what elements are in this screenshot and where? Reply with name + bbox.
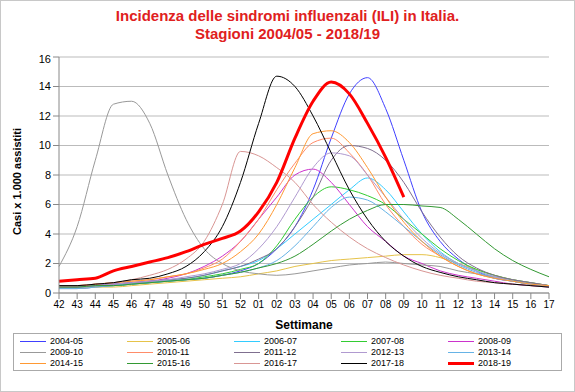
svg-text:10: 10 xyxy=(416,299,428,310)
svg-text:Settimane: Settimane xyxy=(275,318,333,331)
html-text:2008-09: 2008-09 xyxy=(478,336,511,346)
svg-text:44: 44 xyxy=(90,299,102,310)
html-text:2017-18: 2017-18 xyxy=(371,358,404,368)
html-text:2012-13: 2012-13 xyxy=(371,347,404,357)
svg-text:10: 10 xyxy=(39,139,51,151)
svg-text:2: 2 xyxy=(45,257,51,269)
svg-text:4: 4 xyxy=(45,228,51,240)
svg-text:8: 8 xyxy=(45,169,51,181)
html-text:2009-10: 2009-10 xyxy=(50,347,83,357)
svg-text:01: 01 xyxy=(253,299,265,310)
svg-text:Casi x 1.000 assistiti: Casi x 1.000 assistiti xyxy=(11,128,23,235)
svg-text:15: 15 xyxy=(507,299,519,310)
svg-text:06: 06 xyxy=(344,299,356,310)
svg-text:47: 47 xyxy=(144,299,156,310)
svg-text:16: 16 xyxy=(39,53,51,65)
html-text:Stagioni 2004/05 - 2018/19: Stagioni 2004/05 - 2018/19 xyxy=(194,25,380,42)
svg-text:11: 11 xyxy=(435,299,446,310)
svg-text:07: 07 xyxy=(362,299,374,310)
svg-text:51: 51 xyxy=(217,299,229,310)
svg-text:50: 50 xyxy=(199,299,211,310)
svg-text:12: 12 xyxy=(453,299,465,310)
html-text:Incidenza delle sindromi influ: Incidenza delle sindromi influenzali (IL… xyxy=(115,7,460,24)
svg-text:43: 43 xyxy=(72,299,84,310)
html-text:2010-11: 2010-11 xyxy=(157,347,190,357)
svg-text:09: 09 xyxy=(398,299,410,310)
svg-text:42: 42 xyxy=(53,299,65,310)
html-text:2004-05: 2004-05 xyxy=(50,336,83,346)
svg-text:04: 04 xyxy=(308,299,320,310)
svg-text:46: 46 xyxy=(126,299,138,310)
svg-text:03: 03 xyxy=(289,299,301,310)
svg-text:45: 45 xyxy=(108,299,120,310)
svg-text:13: 13 xyxy=(471,299,483,310)
svg-text:02: 02 xyxy=(271,299,283,310)
svg-text:14: 14 xyxy=(489,299,501,310)
svg-text:05: 05 xyxy=(326,299,338,310)
html-text:2014-15: 2014-15 xyxy=(50,358,83,368)
html-text:2007-08: 2007-08 xyxy=(371,336,404,346)
svg-text:6: 6 xyxy=(45,198,51,210)
svg-text:48: 48 xyxy=(162,299,174,310)
html-text:2016-17: 2016-17 xyxy=(264,358,297,368)
svg-text:17: 17 xyxy=(543,299,555,310)
svg-text:52: 52 xyxy=(235,299,247,310)
svg-text:14: 14 xyxy=(39,80,51,92)
html-text:2018-19: 2018-19 xyxy=(478,358,511,368)
html-text:2013-14: 2013-14 xyxy=(478,347,511,357)
svg-text:08: 08 xyxy=(380,299,392,310)
svg-text:0: 0 xyxy=(45,287,51,299)
svg-text:12: 12 xyxy=(39,110,51,122)
html-text:2006-07: 2006-07 xyxy=(264,336,297,346)
svg-text:16: 16 xyxy=(525,299,537,310)
html-text:2005-06: 2005-06 xyxy=(157,336,190,346)
html-text:2015-16: 2015-16 xyxy=(157,358,190,368)
html-text:2011-12: 2011-12 xyxy=(264,347,297,357)
svg-text:49: 49 xyxy=(180,299,192,310)
